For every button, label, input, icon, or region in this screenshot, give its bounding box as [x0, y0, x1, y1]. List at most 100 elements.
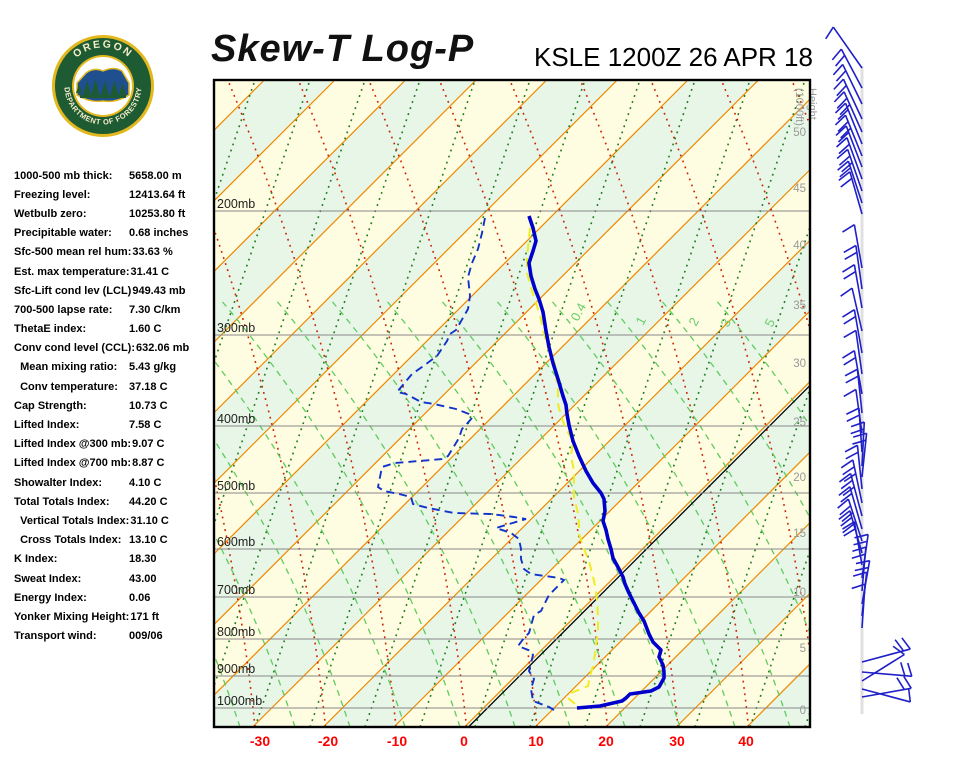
index-label: Showalter Index: — [14, 476, 103, 489]
index-value: 0.06 — [129, 591, 151, 604]
index-label: Total Totals Index: — [14, 495, 110, 508]
index-row: Sfc-500 mean rel hum: 33.63 % — [14, 243, 214, 262]
moist-adiabat-line — [275, 299, 516, 727]
isotherm-line — [818, 80, 960, 727]
index-value: 9.07 C — [132, 438, 165, 451]
index-label: Energy Index: — [14, 591, 87, 604]
wind-barb — [844, 368, 863, 414]
wind-barb — [834, 114, 863, 157]
moist-adiabat-line — [214, 653, 241, 727]
isotherm-band — [214, 80, 810, 696]
height-label: 35 — [793, 300, 806, 312]
index-label: Lifted Index: — [14, 419, 80, 432]
index-value: 31.41 C — [130, 265, 170, 278]
plot-area — [214, 80, 960, 727]
index-value: 5.43 g/kg — [129, 361, 177, 374]
moist-adiabat-line — [495, 299, 736, 727]
index-row: Energy Index: 0.06 — [14, 588, 214, 607]
wind-barb — [850, 421, 866, 467]
mixing-ratio-value-label: 0.4 — [567, 300, 589, 323]
index-row: 700-500 lapse rate: 7.30 C/km — [14, 300, 214, 319]
index-row: Cap Strength: 10.73 C — [14, 396, 214, 415]
temp-axis-label: 10 — [528, 733, 544, 749]
wind-barb — [838, 171, 863, 215]
pressure-label: 600mb — [217, 535, 255, 549]
index-value: 10253.80 ft — [129, 207, 186, 220]
pressure-label: 1000mb — [217, 694, 262, 708]
dry-adiabat-line — [804, 709, 810, 727]
index-value: 8.87 C — [132, 457, 165, 470]
wind-barb — [838, 486, 863, 530]
wind-barb — [861, 637, 911, 663]
wind-barb — [843, 329, 863, 375]
wind-barb — [836, 137, 863, 180]
isotherm-line — [214, 80, 759, 626]
index-row: Conv temperature: 37.18 C — [14, 377, 214, 396]
index-row: Vertical Totals Index: 31.10 C — [14, 511, 214, 530]
moist-adiabat-line — [214, 359, 406, 727]
index-label: Lifted Index @700 mb: — [14, 457, 132, 470]
index-value: 12413.64 ft — [129, 188, 186, 201]
mixing-ratio-line — [791, 80, 810, 128]
wind-barb — [840, 287, 863, 332]
index-label: Conv temperature: — [14, 380, 118, 393]
index-row: Est. max temperature: 31.41 C — [14, 262, 214, 281]
isotherm-line — [464, 380, 810, 727]
wind-barb — [831, 48, 863, 89]
index-row: Lifted Index: 7.58 C — [14, 415, 214, 434]
index-value: 5658.00 m — [129, 169, 182, 182]
pressure-label: 500mb — [217, 479, 255, 493]
index-row: Sweat Index: 43.00 — [14, 569, 214, 588]
index-value: 0.68 inches — [129, 227, 189, 240]
index-row: Cross Totals Index: 13.10 C — [14, 531, 214, 550]
index-label: Sfc-Lift cond lev (LCL) — [14, 284, 132, 297]
index-label: K Index: — [14, 553, 58, 566]
index-row: ThetaE index: 1.60 C — [14, 320, 214, 339]
wind-barb — [861, 645, 905, 682]
isotherm-band — [818, 80, 960, 727]
index-value: 7.58 C — [129, 419, 162, 432]
isotherm-line — [214, 98, 810, 696]
wind-barb — [835, 125, 863, 168]
wind-barb — [840, 459, 863, 504]
height-label: 50 — [793, 127, 806, 139]
wind-barb — [851, 583, 866, 629]
temperature-trace — [527, 215, 666, 710]
isotherm-line — [675, 592, 810, 727]
index-value: 171 ft — [130, 610, 160, 623]
moist-adiabat-line — [214, 438, 351, 727]
isotherm-line — [605, 521, 810, 727]
index-value: 4.10 C — [129, 476, 162, 489]
index-row: Showalter Index: 4.10 C — [14, 473, 214, 492]
wind-barb — [837, 498, 863, 542]
pressure-label: 200mb — [217, 197, 255, 211]
index-row: Transport wind: 009/06 — [14, 627, 214, 646]
index-value: 632.06 mb — [136, 342, 190, 355]
index-label: 1000-500 mb thick: — [14, 169, 113, 182]
pressure-label: 700mb — [217, 583, 255, 597]
index-label: Freezing level: — [14, 188, 91, 201]
height-label: 25 — [793, 417, 806, 429]
height-label: 0 — [800, 705, 806, 717]
index-label: Sfc-500 mean rel hum: — [14, 246, 132, 259]
isotherm-line — [214, 80, 406, 273]
wind-barb — [861, 662, 913, 678]
height-axis-title: Height — [806, 88, 818, 120]
index-value: 009/06 — [129, 630, 163, 643]
index-row: Lifted Index @700 mb: 8.87 C — [14, 454, 214, 473]
plot-border — [212, 78, 812, 729]
wind-barb — [852, 432, 868, 478]
index-label: Cross Totals Index: — [14, 534, 122, 547]
index-row: K Index: 18.30 — [14, 550, 214, 569]
isotherm-line — [252, 168, 810, 727]
index-row: Conv cond level (CCL): 632.06 mb — [14, 339, 214, 358]
index-row: Yonker Mixing Height: 171 ft — [14, 607, 214, 626]
wind-barb — [833, 91, 863, 133]
odf-logo: OREGON DEPARTMENT OF FORESTRY — [52, 35, 154, 137]
wind-barb — [838, 472, 863, 517]
index-label: Sweat Index: — [14, 572, 82, 585]
temp-axis-label: -20 — [318, 733, 338, 749]
index-label: 700-500 lapse rate: — [14, 303, 113, 316]
wind-barb — [861, 687, 912, 703]
